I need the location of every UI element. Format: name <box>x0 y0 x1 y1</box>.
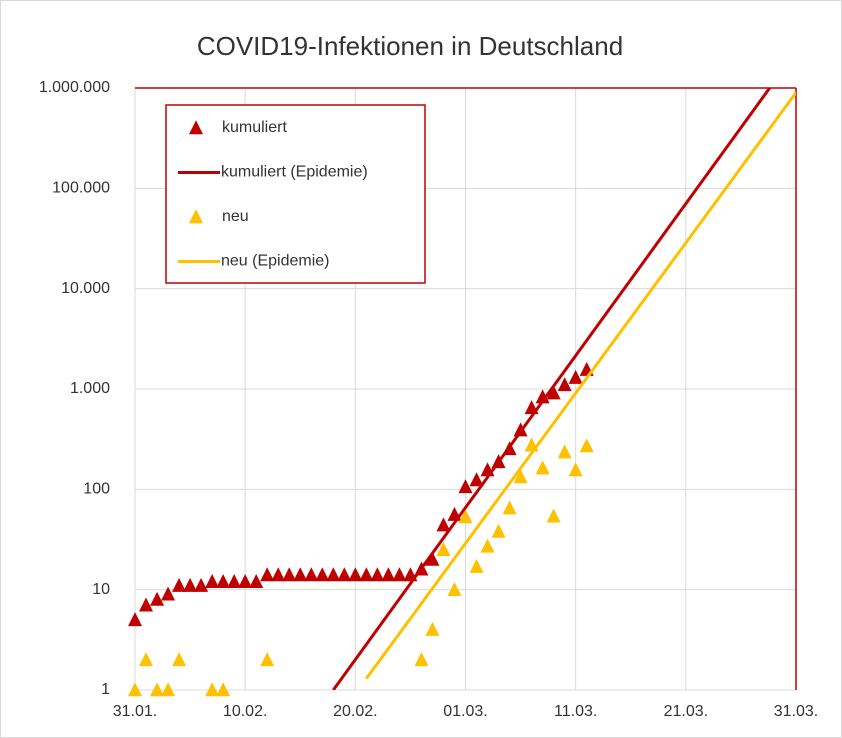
data-point <box>304 567 319 582</box>
data-point <box>139 597 154 612</box>
data-point <box>425 621 440 636</box>
x-tick-label: 31.03. <box>774 703 818 720</box>
data-point <box>579 438 594 453</box>
data-point <box>447 581 462 596</box>
data-point <box>194 577 209 592</box>
data-point <box>260 652 275 667</box>
data-point <box>205 574 220 589</box>
data-point <box>491 523 506 538</box>
data-point <box>293 567 308 582</box>
data-point <box>535 389 550 404</box>
legend-box <box>165 104 426 284</box>
data-point <box>337 567 352 582</box>
y-tick-label: 10.000 <box>61 280 110 297</box>
legend: kumuliert kumuliert (Epidemie) neu neu (Epi… <box>165 104 426 284</box>
data-point <box>282 567 297 582</box>
data-point <box>348 567 363 582</box>
data-point <box>150 682 165 697</box>
data-point <box>150 591 165 606</box>
legend-label: neu (Epidemie) <box>221 253 330 270</box>
data-point <box>480 538 495 553</box>
y-tick-label: 100.000 <box>52 180 110 197</box>
data-point <box>557 444 572 459</box>
data-point <box>557 377 572 392</box>
data-point <box>161 682 176 697</box>
data-point <box>502 500 517 515</box>
data-point <box>436 542 451 557</box>
x-tick-label: 01.03. <box>443 703 487 720</box>
data-point <box>216 682 231 697</box>
data-point <box>469 558 484 573</box>
data-point <box>238 574 253 589</box>
data-point <box>436 517 451 532</box>
data-point <box>359 567 374 582</box>
data-point <box>128 682 142 697</box>
y-tick-label: 1 <box>101 681 110 698</box>
y-tick-label: 1.000.000 <box>39 79 110 96</box>
y-tick-label: 10 <box>92 581 110 598</box>
x-tick-label: 31.01. <box>113 703 157 720</box>
legend-label: neu <box>222 208 249 225</box>
data-point <box>414 652 429 667</box>
data-point <box>546 508 561 523</box>
data-point <box>260 567 275 582</box>
data-point <box>381 567 396 582</box>
data-point <box>458 509 473 524</box>
data-point <box>469 472 484 487</box>
legend-marker <box>189 209 203 224</box>
data-point <box>183 577 198 592</box>
data-point <box>139 652 154 667</box>
data-point <box>216 574 231 589</box>
data-point <box>535 460 550 475</box>
x-tick-label: 21.03. <box>664 703 708 720</box>
y-tick-label: 100 <box>83 481 110 498</box>
data-point <box>458 479 473 494</box>
x-tick-label: 20.02. <box>333 703 377 720</box>
data-point <box>315 567 330 582</box>
data-point <box>513 469 528 484</box>
data-point <box>568 462 583 477</box>
data-point <box>172 577 187 592</box>
legend-marker <box>189 120 203 135</box>
data-point <box>326 567 341 582</box>
data-point <box>271 567 286 582</box>
trend-line <box>365 91 796 680</box>
data-point <box>227 574 242 589</box>
data-point <box>205 682 220 697</box>
chart-title: COVID19-Infektionen in Deutschland <box>197 31 623 61</box>
data-point <box>249 574 264 589</box>
x-tick-label: 11.03. <box>554 703 597 720</box>
data-point <box>392 567 407 582</box>
data-point <box>546 385 561 400</box>
trend-line <box>332 88 772 690</box>
data-point <box>425 551 440 566</box>
legend-label: kumuliert <box>222 119 287 136</box>
data-point <box>161 586 176 601</box>
marks <box>128 88 796 697</box>
data-point <box>370 567 385 582</box>
x-tick-label: 10.02. <box>223 703 267 720</box>
y-tick-label: 1.000 <box>70 380 110 397</box>
data-point <box>568 369 583 384</box>
data-point <box>128 612 142 627</box>
data-point <box>172 652 187 667</box>
legend-label: kumuliert (Epidemie) <box>221 164 368 181</box>
